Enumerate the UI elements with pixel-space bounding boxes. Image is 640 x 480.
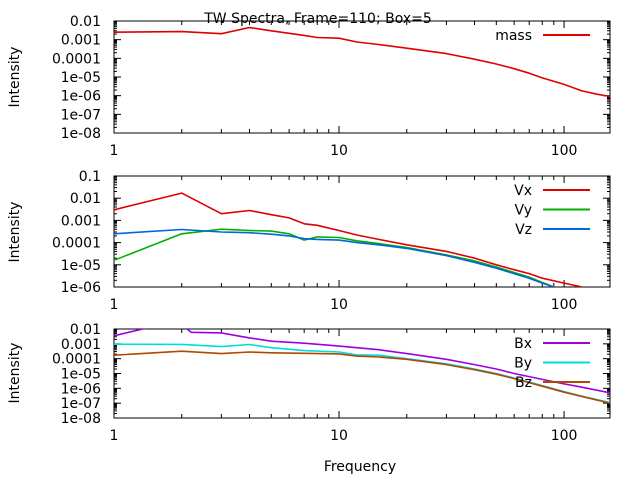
- y-tick-label: 0.0001: [52, 352, 101, 368]
- y-tick-label: 1e-08: [61, 126, 101, 142]
- y-tick-label: 1e-07: [61, 396, 101, 412]
- x-tick-label: 1: [110, 297, 119, 313]
- legend-label-by: By: [514, 356, 532, 372]
- series-line-mass: [114, 26, 610, 98]
- y-tick-label: 1e-05: [61, 367, 101, 383]
- series-line-vy: [114, 228, 555, 287]
- y-tick-label: 0.001: [61, 33, 101, 49]
- series-group: [114, 329, 610, 405]
- y-tick-label: 1e-07: [61, 107, 101, 123]
- series-line-bx: [114, 329, 610, 394]
- x-tick-label: 1: [110, 428, 119, 444]
- x-tick-label: 100: [551, 297, 578, 313]
- figure-title: TW Spectra, Frame=110; Box=5: [203, 11, 432, 27]
- legend-label-bx: Bx: [514, 336, 532, 352]
- y-axis-label: Intensity: [7, 202, 23, 263]
- legend-label-vx: Vx: [514, 183, 532, 199]
- x-tick-label: 10: [330, 143, 348, 159]
- series-group: [114, 192, 583, 287]
- y-tick-label: 0.001: [61, 337, 101, 353]
- y-tick-label: 0.01: [70, 322, 101, 338]
- x-tick-label: 1: [110, 143, 119, 159]
- y-axis-label: Intensity: [7, 343, 23, 404]
- x-tick-label: 10: [330, 297, 348, 313]
- y-tick-label: 1e-08: [61, 411, 101, 427]
- x-tick-label: 100: [551, 143, 578, 159]
- plot-frame: [113, 20, 611, 134]
- series-line-vz: [114, 228, 555, 287]
- y-tick-label: 1e-05: [61, 258, 101, 274]
- y-tick-label: 0.1: [79, 169, 101, 185]
- y-tick-label: 0.001: [61, 213, 101, 229]
- x-tick-label: 100: [551, 428, 578, 444]
- y-tick-label: 0.0001: [52, 236, 101, 252]
- legend-label-mass: mass: [495, 28, 532, 44]
- y-tick-label: 0.01: [70, 191, 101, 207]
- y-tick-label: 0.01: [70, 14, 101, 30]
- y-tick-label: 1e-06: [61, 280, 101, 296]
- x-axis-label: Frequency: [324, 459, 396, 475]
- legend-label-bz: Bz: [515, 375, 532, 391]
- plot-frame: [113, 175, 611, 288]
- y-tick-label: 1e-05: [61, 70, 101, 86]
- y-axis-label: Intensity: [7, 47, 23, 108]
- y-tick-label: 0.0001: [52, 51, 101, 67]
- legend-label-vz: Vz: [515, 222, 532, 238]
- y-tick-label: 1e-06: [61, 89, 101, 105]
- panel-1: 0.01 0.001 0.0001 1e-05 1e-06 1e-07 1e-08 1 10 10…: [7, 14, 611, 159]
- series-line-by: [114, 343, 610, 404]
- plot-frame: [113, 328, 611, 419]
- series-line-vx: [114, 192, 583, 287]
- series-group: [114, 26, 610, 98]
- legend-label-vy: Vy: [515, 203, 533, 219]
- panel-2: 0.1 0.01 0.001 0.0001 1e-05 1e-06 1 10 100 Intens…: [7, 169, 611, 313]
- series-line-bz: [114, 350, 610, 405]
- y-tick-label: 1e-06: [61, 381, 101, 397]
- x-tick-label: 10: [330, 428, 348, 444]
